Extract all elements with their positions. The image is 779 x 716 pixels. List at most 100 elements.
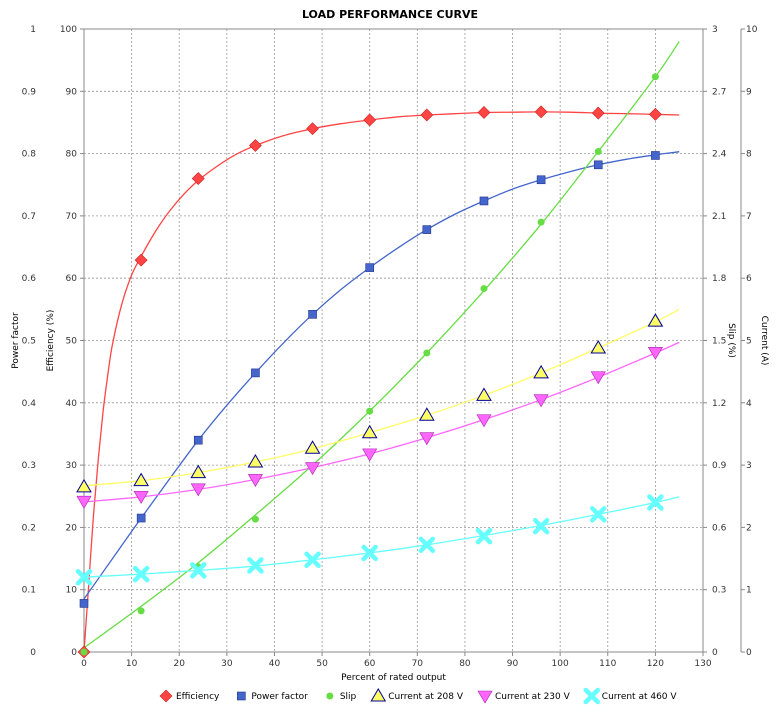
slip-tick-label: 0.6 xyxy=(712,523,727,533)
slip-point xyxy=(594,148,602,156)
x-axis-title: Percent of rated output xyxy=(341,673,446,683)
slip-tick-label: 0 xyxy=(712,648,718,658)
current-at-460-v-point xyxy=(589,506,607,523)
efficiency-axis-title: Efficiency (%) xyxy=(46,310,56,372)
slip-tick-label: 0.9 xyxy=(712,461,727,471)
efficiency-point xyxy=(477,106,491,119)
x-tick-label: 20 xyxy=(174,659,186,669)
efficiency-point xyxy=(534,105,548,119)
slip-point xyxy=(423,349,431,357)
slip-point xyxy=(651,73,659,81)
current-tick-label: 5 xyxy=(746,337,752,347)
slip-tick-label: 0.3 xyxy=(712,586,726,596)
efficiency-tick-label: 90 xyxy=(66,87,78,97)
efficiency-tick-label: 0 xyxy=(71,648,77,658)
efficiency-tick-label: 50 xyxy=(66,337,78,347)
slip-point xyxy=(251,515,259,523)
slip-tick-label: 1.8 xyxy=(712,274,727,284)
efficiency-point xyxy=(648,107,662,121)
current-at-208-v-curve xyxy=(83,308,680,487)
current-at-230-v-point xyxy=(647,347,663,360)
current-tick-label: 10 xyxy=(746,25,758,35)
current-tick-label: 6 xyxy=(746,274,752,284)
x-tick-label: 30 xyxy=(221,659,233,669)
current-at-208-v-point xyxy=(647,313,664,327)
current-at-230-v-point xyxy=(590,371,606,385)
power-factor-axis-title: Power factor xyxy=(11,312,21,369)
current-at-230-v-point xyxy=(76,495,92,509)
slip-tick-label: 3 xyxy=(712,25,718,35)
efficiency-tick-label: 80 xyxy=(66,150,78,160)
current-tick-label: 1 xyxy=(746,586,752,596)
power-factor-point xyxy=(193,435,203,445)
x-tick-label: 130 xyxy=(694,659,711,669)
current-at-208-v-point xyxy=(533,364,549,379)
x-tick-label: 0 xyxy=(81,659,87,669)
efficiency-point xyxy=(420,108,434,122)
power-factor-tick-label: 1 xyxy=(30,25,36,35)
current-axis-title: Current (A) xyxy=(759,316,769,366)
current-tick-label: 7 xyxy=(746,212,752,222)
efficiency-tick-label: 20 xyxy=(66,523,78,533)
x-tick-label: 110 xyxy=(599,659,616,669)
legend-marker-efficiency xyxy=(159,689,173,703)
x-tick-label: 90 xyxy=(507,659,519,669)
x-tick-label: 60 xyxy=(364,659,376,669)
legend-marker-current-at-230-v xyxy=(477,690,493,704)
legend-marker-current-at-208-v xyxy=(370,688,387,702)
power-factor-point xyxy=(422,225,432,234)
slip-point xyxy=(480,285,488,293)
efficiency-point xyxy=(363,113,377,127)
current-at-460-v-curve xyxy=(83,496,680,578)
current-tick-label: 3 xyxy=(746,461,752,471)
efficiency-tick-label: 40 xyxy=(66,399,78,409)
efficiency-tick-label: 60 xyxy=(66,274,78,284)
legend-label-current-at-460-v: Current at 460 V xyxy=(602,692,678,702)
power-factor-tick-label: 0.9 xyxy=(22,87,37,97)
current-at-208-v-point xyxy=(190,464,207,479)
power-factor-tick-label: 0.8 xyxy=(22,150,37,160)
legend-label-current-at-230-v: Current at 230 V xyxy=(495,692,571,702)
current-at-230-v-point xyxy=(133,490,149,504)
slip-point xyxy=(537,218,545,226)
efficiency-point xyxy=(306,122,319,136)
efficiency-tick-label: 30 xyxy=(66,461,78,471)
slip-tick-label: 2.4 xyxy=(712,150,727,160)
current-at-208-v-point xyxy=(418,407,435,421)
efficiency-point xyxy=(191,172,205,185)
x-tick-label: 40 xyxy=(269,659,281,669)
slip-tick-label: 2.7 xyxy=(712,87,726,97)
slip-tick-label: 1.2 xyxy=(712,399,726,409)
grid xyxy=(84,29,703,652)
current-at-460-v-point xyxy=(247,557,264,574)
current-at-460-v-point xyxy=(418,536,436,554)
legend-label-slip: Slip xyxy=(340,692,357,702)
current-tick-label: 0 xyxy=(746,648,752,658)
slip-tick-label: 2.1 xyxy=(712,212,726,222)
current-tick-label: 2 xyxy=(746,523,752,533)
current-at-230-v-curve xyxy=(83,341,680,503)
current-at-208-v-point xyxy=(304,440,321,454)
power-factor-point xyxy=(536,175,546,185)
power-factor-point xyxy=(651,151,660,160)
series-markers xyxy=(75,73,664,659)
efficiency-point xyxy=(134,253,148,267)
power-factor-point xyxy=(365,263,374,272)
current-at-460-v-point xyxy=(532,517,550,535)
power-factor-tick-label: 0.6 xyxy=(22,274,37,284)
slip-curve xyxy=(83,41,680,649)
slip-tick-label: 1.5 xyxy=(712,337,726,347)
current-at-208-v-point xyxy=(476,387,492,401)
slip-point xyxy=(366,407,374,415)
efficiency-curve xyxy=(83,111,680,653)
efficiency-tick-label: 10 xyxy=(66,586,78,596)
efficiency-point xyxy=(591,106,605,120)
current-at-460-v-point xyxy=(75,568,93,586)
legend-label-efficiency: Efficiency xyxy=(176,692,220,702)
current-at-230-v-point xyxy=(419,432,435,446)
current-at-460-v-point xyxy=(647,494,664,511)
legend-marker-current-at-460-v xyxy=(583,687,601,705)
current-tick-label: 9 xyxy=(746,87,752,97)
current-at-230-v-point xyxy=(533,394,549,408)
